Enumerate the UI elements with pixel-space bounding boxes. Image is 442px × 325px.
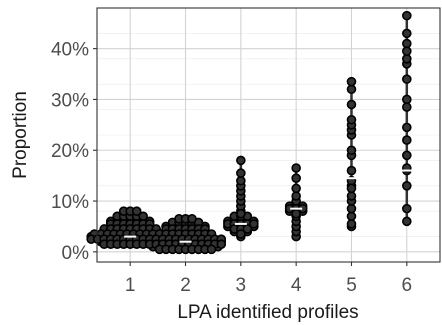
data-point (346, 183, 357, 194)
data-point (187, 214, 197, 224)
data-point (291, 173, 301, 183)
data-point (402, 150, 412, 161)
data-point (402, 94, 412, 105)
data-point (236, 208, 246, 219)
data-point (402, 203, 412, 214)
data-point (346, 219, 357, 229)
y-axis: 0% 10% 20% 30% 40% (51, 40, 97, 264)
x-axis-title: LPA identified profiles (177, 302, 358, 323)
x-tick-label: 3 (236, 275, 247, 296)
y-tick-label: 40% (51, 40, 89, 61)
data-point (402, 10, 412, 21)
data-point (236, 155, 246, 166)
data-point (346, 203, 357, 214)
median-markers (124, 169, 413, 243)
data-point (206, 244, 217, 255)
data-point (346, 76, 357, 87)
data-point (402, 46, 412, 56)
data-point (236, 175, 246, 186)
data-point (402, 122, 412, 133)
x-tick-label: 6 (402, 275, 413, 296)
x-tick-label: 2 (180, 275, 191, 296)
data-point (402, 216, 412, 227)
data-point (402, 102, 412, 112)
x-axis: 1 2 3 4 5 6 (125, 262, 412, 296)
data-point (346, 99, 357, 110)
x-tick-label: 1 (125, 275, 136, 296)
data-point (131, 206, 142, 216)
data-point (346, 114, 357, 125)
data-point (291, 163, 301, 173)
y-tick-label: 20% (51, 141, 89, 162)
data-points (86, 10, 412, 255)
data-point (402, 135, 412, 145)
y-tick-label: 30% (51, 90, 89, 111)
y-tick-label: 0% (62, 243, 90, 264)
data-point (402, 53, 412, 64)
data-point (402, 181, 412, 191)
data-point (402, 38, 412, 49)
summary-lines (128, 15, 409, 250)
data-point (402, 74, 412, 84)
x-tick-label: 5 (346, 275, 357, 296)
data-point (242, 224, 253, 234)
data-point (346, 191, 357, 201)
panel-border (96, 7, 441, 263)
data-point (216, 239, 227, 250)
data-point (291, 208, 301, 219)
data-point (346, 165, 357, 176)
data-point (291, 191, 301, 201)
y-tick-label: 10% (51, 192, 89, 213)
x-tick-label: 4 (291, 275, 302, 296)
data-point (236, 168, 246, 178)
data-point (402, 28, 412, 39)
data-point (236, 229, 246, 239)
data-point (346, 145, 357, 156)
data-point (346, 211, 357, 222)
y-axis-title: Proportion (10, 91, 31, 179)
data-point (249, 219, 259, 229)
data-point (291, 183, 301, 194)
data-point (346, 84, 357, 95)
